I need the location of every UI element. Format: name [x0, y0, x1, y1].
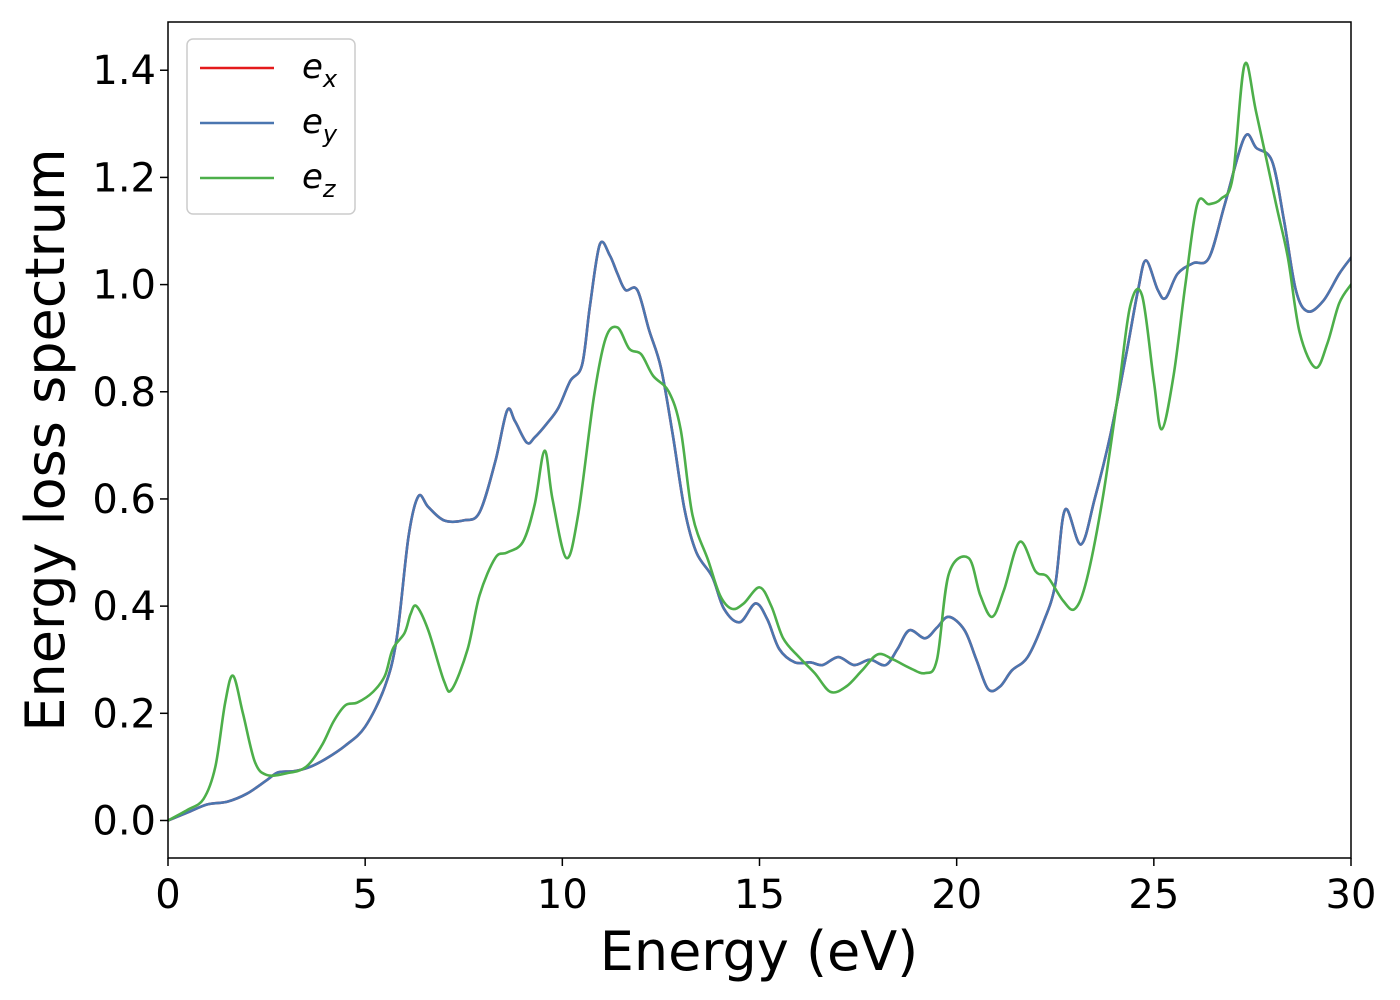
x-tick-label: 10 [537, 872, 588, 918]
y-tick-label: 0.6 [92, 477, 156, 523]
legend: ex ey ez [186, 38, 356, 215]
y-tick-label: 1.0 [92, 263, 156, 309]
x-tick-label: 30 [1326, 872, 1377, 918]
series-line-ex [168, 133, 1351, 822]
y-axis: 0.0 0.2 0.4 0.6 0.8 1.0 1.2 1.4 [92, 48, 168, 844]
x-axis-label: Energy (eV) [600, 920, 919, 983]
x-tick-label: 20 [931, 872, 982, 918]
legend-label-y: ey [302, 102, 338, 148]
y-tick-label: 0.8 [92, 370, 156, 416]
series-line-ey [168, 133, 1351, 822]
y-axis-label: Energy loss spectrum [14, 148, 77, 731]
x-tick-label: 25 [1128, 872, 1179, 918]
y-tick-label: 1.4 [92, 48, 156, 94]
y-tick-label: 0.2 [92, 691, 156, 737]
x-tick-label: 5 [352, 872, 377, 918]
legend-label-z: ez [302, 157, 337, 203]
legend-box [186, 38, 356, 215]
series-lines [168, 61, 1351, 822]
y-tick-label: 0.0 [92, 798, 156, 844]
legend-label-x: ex [302, 47, 338, 93]
x-tick-label: 0 [155, 872, 180, 918]
y-tick-label: 1.2 [92, 155, 156, 201]
y-tick-label: 0.4 [92, 584, 156, 630]
series-line-ez [168, 61, 1351, 822]
x-axis: 0 5 10 15 20 25 30 [155, 858, 1376, 918]
x-tick-label: 15 [734, 872, 785, 918]
